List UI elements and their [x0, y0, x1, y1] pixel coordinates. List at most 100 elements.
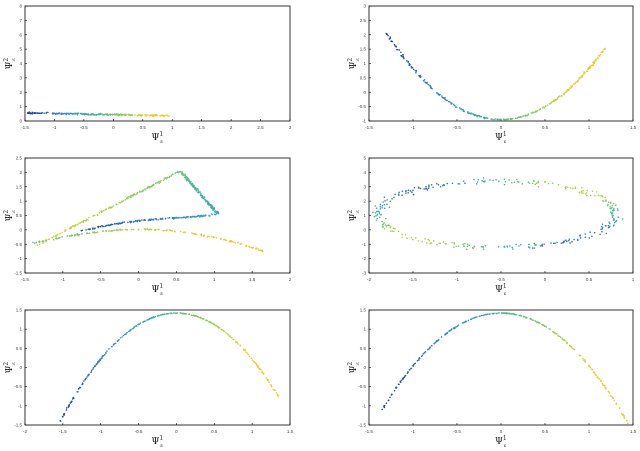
data-point — [611, 216, 614, 218]
x-axis-label-sub: ε — [160, 139, 163, 145]
data-point — [201, 194, 203, 197]
data-point — [105, 352, 107, 354]
data-point — [419, 75, 422, 78]
data-point — [116, 113, 119, 116]
data-point — [521, 183, 524, 185]
x-tick-label: -1.5 — [21, 125, 29, 130]
data-point — [55, 237, 58, 239]
data-point — [229, 336, 232, 338]
data-point — [197, 214, 199, 217]
data-point — [410, 66, 413, 68]
data-point — [405, 189, 407, 192]
data-point — [255, 362, 257, 364]
data-point — [61, 236, 63, 238]
data-point — [156, 315, 159, 317]
data-point — [572, 187, 574, 190]
axes-box — [368, 157, 634, 274]
data-point — [617, 209, 619, 212]
data-point — [208, 320, 210, 323]
data-point — [426, 189, 429, 191]
data-point — [265, 377, 268, 379]
data-point — [567, 239, 570, 242]
data-point — [84, 113, 86, 116]
y-tick-label: 1.5 — [16, 308, 23, 313]
data-point — [401, 194, 403, 197]
y-axis-label: Ψ2ε — [3, 362, 17, 374]
data-point — [466, 245, 469, 248]
data-point — [526, 316, 528, 319]
data-point — [394, 193, 396, 196]
data-point — [462, 180, 465, 182]
data-point — [423, 79, 426, 81]
data-point — [108, 224, 111, 227]
data-point — [381, 204, 384, 207]
data-point — [86, 218, 88, 220]
data-point — [476, 181, 479, 183]
data-point — [32, 241, 34, 244]
data-point — [153, 316, 156, 319]
data-point — [159, 181, 162, 183]
data-point — [549, 102, 552, 105]
data-point — [394, 228, 396, 230]
y-tick-label: 0.5 — [360, 75, 367, 80]
data-point — [537, 180, 540, 183]
data-point — [106, 113, 109, 115]
data-point — [382, 225, 384, 227]
data-point — [591, 64, 594, 67]
data-point — [196, 187, 199, 190]
x-tick-label: 2 — [230, 125, 233, 130]
data-point — [448, 330, 450, 333]
data-point — [401, 236, 404, 239]
data-point — [270, 385, 273, 388]
data-point — [131, 327, 134, 330]
data-point — [591, 368, 594, 371]
data-point — [114, 114, 116, 116]
data-point — [93, 365, 96, 368]
data-point — [95, 231, 97, 234]
data-point — [87, 113, 89, 116]
data-point — [409, 369, 411, 371]
data-point — [38, 240, 41, 242]
data-point — [148, 228, 151, 231]
data-point — [412, 364, 414, 367]
x-tick-label: 0 — [500, 429, 503, 434]
data-point — [453, 243, 456, 245]
data-point — [541, 245, 544, 247]
data-point — [607, 203, 609, 206]
y-tick-label: 1 — [363, 327, 366, 332]
data-point — [573, 83, 575, 86]
data-point — [376, 217, 379, 220]
data-point — [383, 222, 385, 224]
data-point — [81, 383, 83, 386]
data-point — [425, 185, 427, 188]
data-point — [403, 376, 406, 379]
data-point — [601, 200, 604, 202]
data-point — [100, 210, 102, 213]
data-point — [516, 178, 518, 181]
data-point — [203, 234, 205, 237]
data-point — [440, 336, 443, 338]
data-point — [215, 213, 217, 216]
data-point — [611, 209, 614, 212]
data-point — [117, 222, 119, 225]
data-point — [188, 180, 190, 182]
data-point — [29, 112, 31, 114]
data-point — [90, 371, 93, 373]
data-point — [515, 313, 518, 316]
data-point — [392, 227, 395, 230]
data-point — [276, 393, 278, 396]
y-tick-label: -3 — [362, 271, 366, 276]
data-point — [424, 351, 427, 353]
data-point — [479, 115, 481, 118]
data-point — [62, 413, 65, 416]
data-point — [70, 400, 73, 403]
data-point — [143, 228, 146, 230]
data-point — [466, 243, 469, 246]
data-point — [456, 325, 459, 327]
data-point — [387, 399, 390, 402]
data-point — [251, 359, 254, 362]
data-point — [386, 203, 388, 206]
data-point — [385, 402, 388, 404]
data-point — [562, 242, 564, 244]
